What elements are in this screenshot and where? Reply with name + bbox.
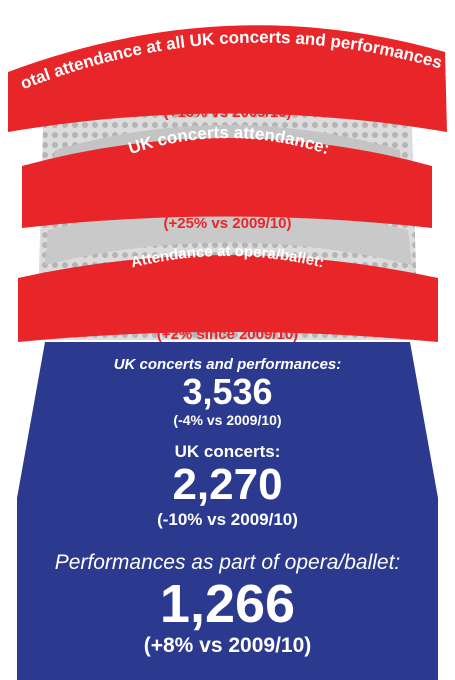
band1-value: 4.52m [151,51,304,109]
panel-s3-value: 1,266 [159,574,296,634]
panel-s2-value: 2,270 [172,460,283,509]
panel-s3-label: Performances as part of opera/ballet: [54,551,401,574]
band2-value: 2.71m [151,165,304,223]
band3-value: 1.81m [151,277,304,335]
panel-s1-label: UK concerts and performances: [113,356,342,373]
red-band-3 [18,255,438,342]
red-band-1 [8,25,447,132]
panel-s2-label: UK concerts: [174,442,281,461]
panel-s2-change: (-10% vs 2009/10) [157,510,298,529]
panel-s3-change: (+8% vs 2009/10) [143,634,312,657]
band3-change: (+2% since 2009/10) [156,326,299,343]
navy-panel [17,342,438,680]
red-band-2 [22,138,432,228]
panel-s1-value: 3,536 [182,371,273,412]
panel-s1-change: (-4% vs 2009/10) [173,412,282,428]
band1-change: (+16% vs 2009/10) [163,104,292,121]
band2-change: (+25% vs 2009/10) [163,215,292,232]
